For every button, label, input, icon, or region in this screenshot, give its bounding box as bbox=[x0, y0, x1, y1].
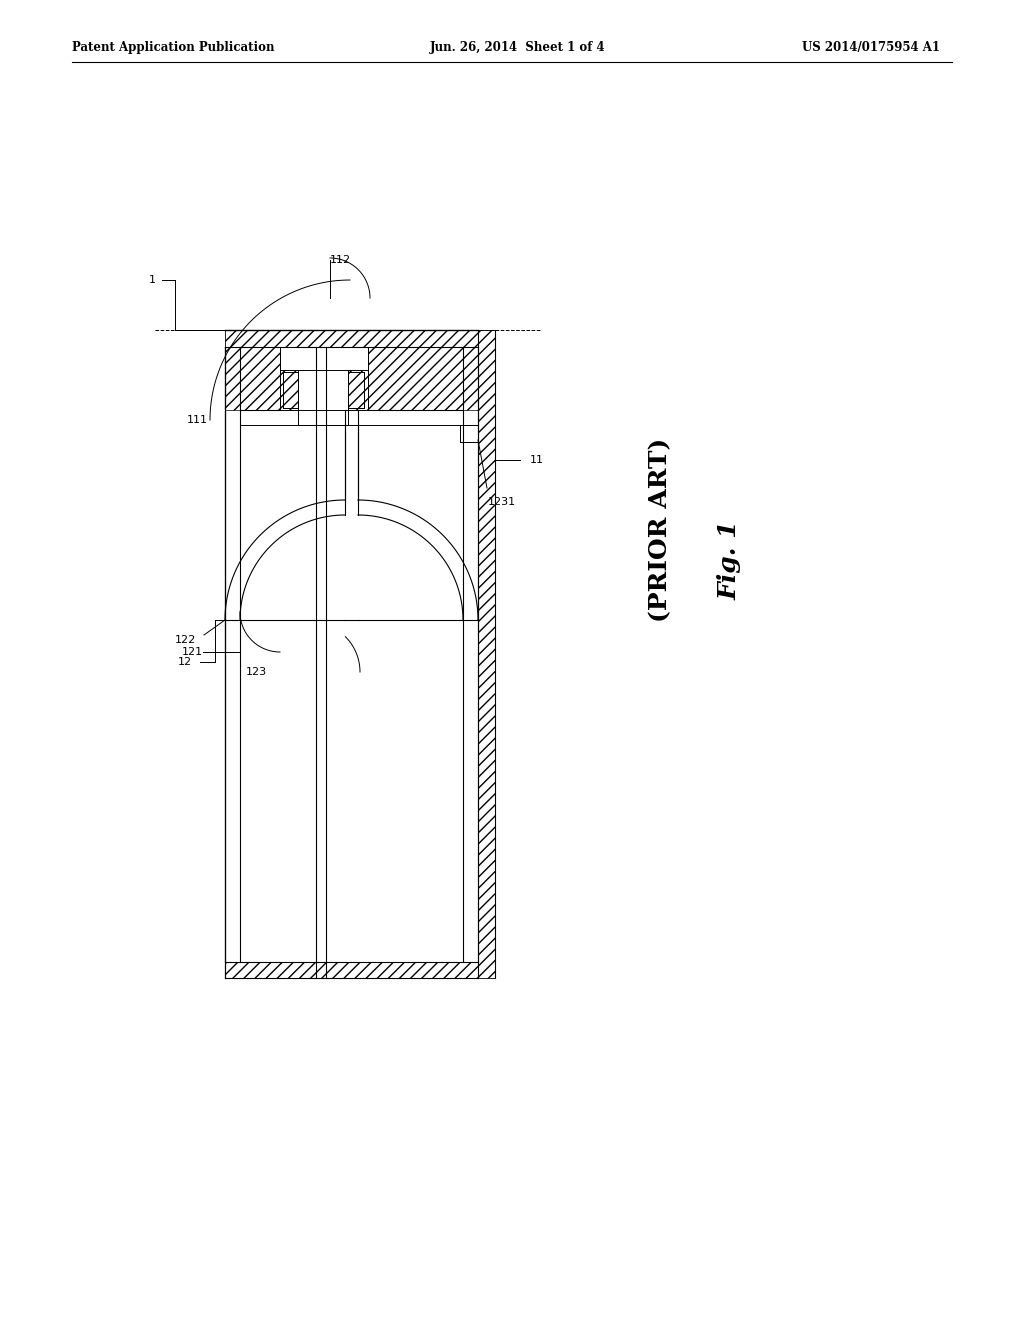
Bar bbox=[348, 372, 364, 408]
Text: 122: 122 bbox=[175, 635, 196, 645]
Text: 1231: 1231 bbox=[488, 498, 516, 507]
Text: 121: 121 bbox=[182, 647, 203, 657]
Bar bbox=[225, 330, 478, 347]
Bar bbox=[280, 370, 298, 411]
Bar bbox=[225, 347, 280, 411]
Bar bbox=[283, 372, 298, 408]
Text: Jun. 26, 2014  Sheet 1 of 4: Jun. 26, 2014 Sheet 1 of 4 bbox=[430, 41, 605, 54]
Text: Patent Application Publication: Patent Application Publication bbox=[72, 41, 274, 54]
Text: (PRIOR ART): (PRIOR ART) bbox=[648, 438, 672, 622]
Text: Fig. 1: Fig. 1 bbox=[718, 520, 742, 599]
Bar bbox=[368, 347, 478, 411]
Text: 12: 12 bbox=[178, 657, 193, 667]
Bar bbox=[348, 370, 368, 411]
Text: 111: 111 bbox=[187, 414, 208, 425]
Text: 112: 112 bbox=[330, 255, 351, 265]
Text: 11: 11 bbox=[530, 455, 544, 465]
Bar bbox=[225, 962, 478, 978]
Bar bbox=[460, 425, 478, 442]
Text: 123: 123 bbox=[246, 667, 267, 677]
Bar bbox=[478, 330, 495, 978]
Text: 1: 1 bbox=[150, 275, 156, 285]
Text: US 2014/0175954 A1: US 2014/0175954 A1 bbox=[802, 41, 940, 54]
